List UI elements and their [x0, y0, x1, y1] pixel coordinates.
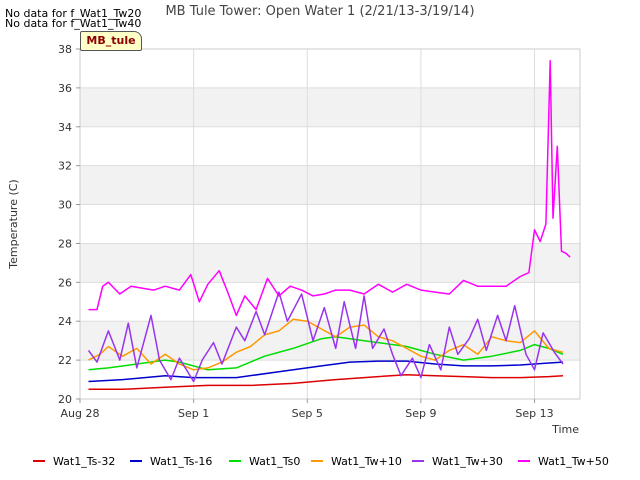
- x-tick-label: Sep 1: [178, 407, 209, 420]
- no-data-message-1: No data for f_Wat1_Tw20: [5, 7, 142, 20]
- background-band: [80, 49, 580, 88]
- legend-label-wat1-tw-30: Wat1_Tw+30: [432, 455, 503, 468]
- no-data-message-2: No data for f_Wat1_Tw40: [5, 17, 142, 30]
- site-badge[interactable]: MB_tule: [80, 31, 142, 51]
- background-band: [80, 243, 580, 283]
- legend: Wat1_Ts-32 Wat1_Ts-16 Wat1_Ts0 Wat1_Tw+10 Wa…: [33, 455, 609, 468]
- plot-frame: [79, 48, 581, 400]
- background-band: [80, 126, 580, 166]
- x-tick-label: Sep 9: [405, 407, 436, 420]
- x-axis-ticks: Aug 28 Sep 1 Sep 5 Sep 9 Sep 13: [61, 399, 554, 420]
- x-tick-label: Sep 5: [292, 407, 323, 420]
- y-tick-label: 32: [58, 160, 72, 173]
- legend-label-wat1-tw-10: Wat1_Tw+10: [331, 455, 402, 468]
- x-tick-label: Aug 28: [61, 407, 100, 420]
- x-axis-label: Time: [551, 423, 579, 436]
- series-line-wat1-tw-10: [88, 318, 564, 371]
- y-tick-label: 20: [58, 393, 72, 406]
- series-line-wat1-ts-32: [88, 373, 564, 391]
- y-tick-label: 36: [58, 82, 72, 95]
- series-layer: [87, 59, 571, 391]
- series-line-wat1-ts-16: [88, 360, 564, 383]
- legend-label-wat1-ts0: Wat1_Ts0: [249, 455, 300, 468]
- legend-label-wat1-ts-16: Wat1_Ts-16: [150, 455, 212, 468]
- background-band: [80, 282, 580, 322]
- legend-label-wat1-ts-32: Wat1_Ts-32: [53, 455, 115, 468]
- series-line-wat1-tw-30: [87, 291, 564, 383]
- y-tick-label: 30: [58, 199, 72, 212]
- y-tick-label: 28: [58, 237, 72, 250]
- y-tick-label: 24: [58, 315, 72, 328]
- legend-label-wat1-tw-50: Wat1_Tw+50: [538, 455, 609, 468]
- x-tick-label: Sep 13: [515, 407, 553, 420]
- chart-background-bands: [80, 49, 580, 399]
- y-tick-label: 22: [58, 354, 72, 367]
- background-band: [80, 165, 580, 205]
- background-band: [80, 204, 580, 244]
- y-tick-label: 38: [58, 43, 72, 56]
- horizontal-gridlines: [80, 48, 580, 400]
- y-tick-label: 34: [58, 121, 72, 134]
- series-line-wat1-tw-50: [88, 59, 571, 317]
- y-tick-label: 26: [58, 276, 72, 289]
- y-axis-label: Temperature (C): [7, 179, 20, 269]
- y-axis-ticks: 20 22 24 26 28 30 32 34 36 38: [58, 43, 80, 406]
- background-band: [80, 87, 580, 127]
- chart-title: MB Tule Tower: Open Water 1 (2/21/13-3/1…: [165, 4, 474, 19]
